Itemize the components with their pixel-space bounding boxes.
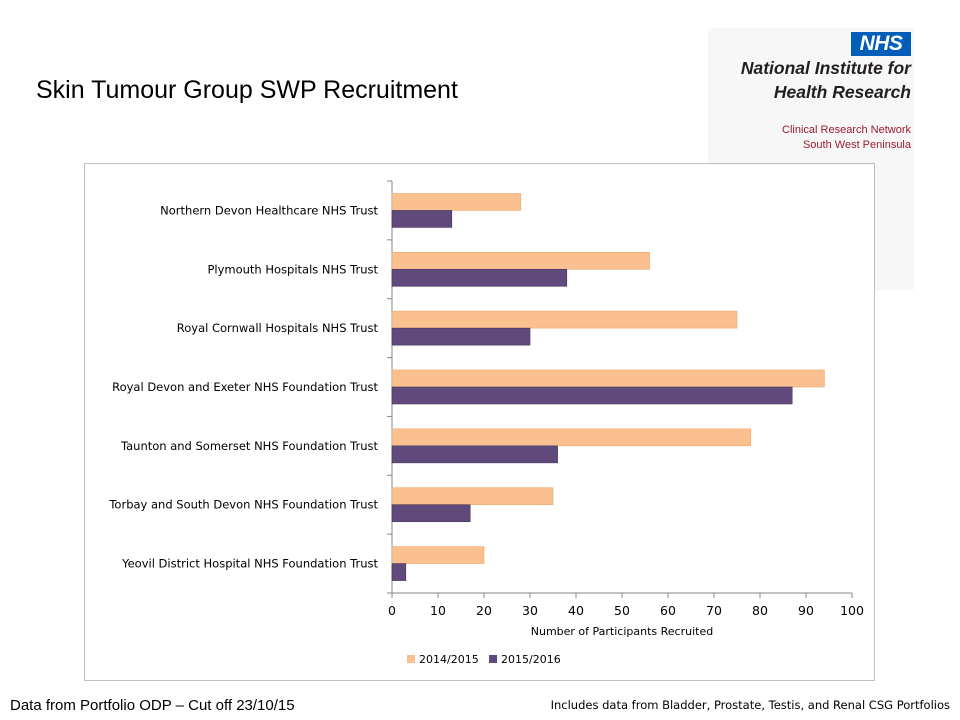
x-tick-label: 10: [430, 603, 446, 618]
recruitment-chart: 0 10 20 30 40 50 60 70 80 90 100 Number of Particip…: [108, 180, 864, 666]
category-label: Northern Devon Healthcare NHS Trust: [160, 203, 378, 217]
bar-series-2: [391, 268, 568, 287]
bar-series-1: [391, 487, 554, 506]
category-label: Royal Cornwall Hospitals NHS Trust: [177, 321, 379, 335]
x-tick-label: 60: [660, 603, 676, 618]
bar-series-2: [391, 386, 793, 405]
x-tick-label: 40: [568, 603, 584, 618]
bar-series-1: [391, 251, 650, 270]
legend-label: 2015/2016: [501, 653, 561, 666]
x-tick-label: 30: [522, 603, 538, 618]
logo-line-1: National Institute for: [740, 58, 911, 78]
bar-series-2: [391, 445, 558, 464]
category-label: Torbay and South Devon NHS Foundation Tr…: [108, 498, 378, 512]
legend-label: 2014/2015: [419, 653, 479, 666]
footer-source-note: Data from Portfolio ODP – Cut off 23/10/…: [10, 697, 295, 714]
x-tick-label: 70: [706, 603, 722, 618]
x-tick-label: 80: [752, 603, 768, 618]
x-tick-label: 50: [614, 603, 630, 618]
logo-line-4: South West Peninsula: [802, 139, 911, 151]
category-label: Taunton and Somerset NHS Foundation Trus…: [120, 439, 378, 453]
bar-series-2: [391, 210, 453, 228]
bar-series-2: [391, 327, 531, 346]
bar-series-1: [391, 428, 752, 447]
bar-series-2: [391, 504, 471, 523]
chart-frame: 0 10 20 30 40 50 60 70 80 90 100 Number of Particip…: [84, 163, 875, 681]
x-tick-label: 90: [798, 603, 814, 618]
bar-series-1: [391, 193, 522, 211]
nhs-badge: NHS: [851, 32, 911, 56]
x-tick-label: 0: [388, 603, 396, 618]
x-tick-label: 100: [840, 603, 864, 618]
bar-series-1: [391, 546, 485, 564]
logo-line-2: Health Research: [773, 82, 911, 102]
bar-series-1: [391, 310, 738, 329]
x-axis-title: Number of Participants Recruited: [531, 625, 713, 638]
slide-title: Skin Tumour Group SWP Recruitment: [36, 76, 458, 104]
bar-series-2: [391, 563, 407, 581]
category-label: Yeovil District Hospital NHS Foundation …: [121, 557, 378, 571]
logo-line-3: Clinical Research Network: [782, 124, 911, 136]
category-label: Plymouth Hospitals NHS Trust: [207, 262, 378, 276]
legend-swatch: [407, 655, 415, 663]
bar-series-1: [391, 369, 825, 388]
x-tick-label: 20: [476, 603, 492, 618]
legend-swatch: [489, 655, 497, 663]
category-label: Royal Devon and Exeter NHS Foundation Tr…: [112, 380, 378, 394]
footer-portfolio-note: Includes data from Bladder, Prostate, Te…: [550, 698, 950, 712]
